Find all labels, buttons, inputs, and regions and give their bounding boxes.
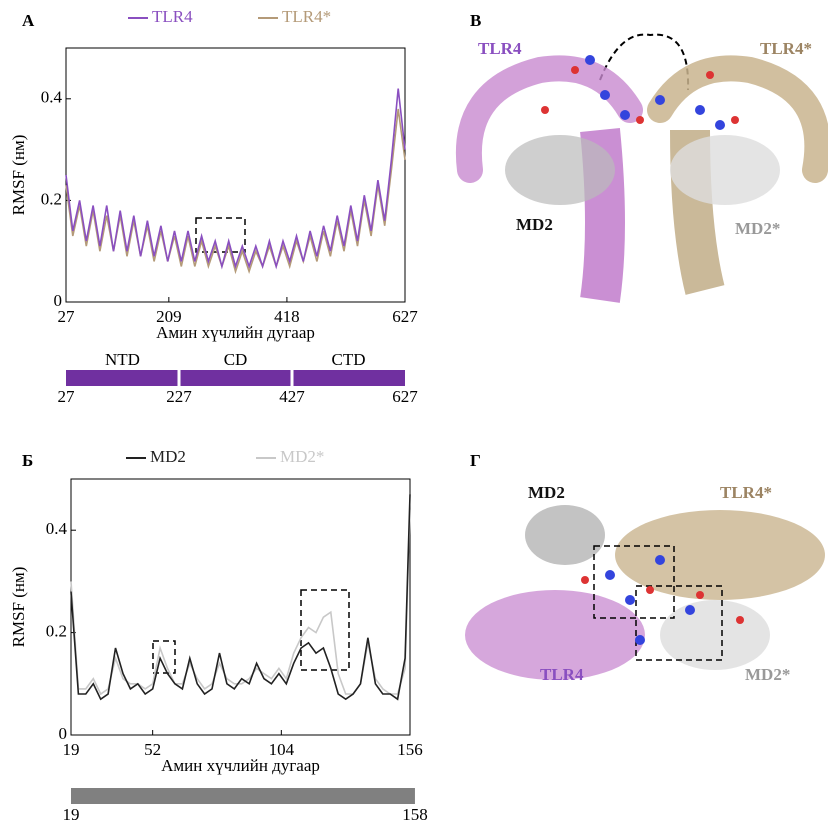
panel-label: Б bbox=[22, 451, 33, 470]
structure-label: MD2* bbox=[745, 665, 790, 684]
panel-label: В bbox=[470, 11, 481, 30]
legend-label: TLR4 bbox=[152, 7, 193, 26]
structure-label: TLR4* bbox=[720, 483, 772, 502]
x-tick-label: 209 bbox=[156, 307, 182, 326]
x-tick-label: 27 bbox=[58, 307, 76, 326]
domain-tick-label: 27 bbox=[58, 387, 76, 406]
x-tick-label: 418 bbox=[274, 307, 300, 326]
x-tick-label: 19 bbox=[63, 740, 80, 759]
structure-label: MD2 bbox=[528, 483, 565, 502]
structure-g bbox=[465, 505, 825, 680]
domain-bar bbox=[180, 370, 291, 386]
domain-label: NTD bbox=[105, 350, 140, 369]
panel-label: А bbox=[22, 11, 35, 30]
domain-bar bbox=[66, 370, 178, 386]
y-tick-label: 0 bbox=[59, 724, 68, 743]
structure-label: TLR4 bbox=[478, 39, 522, 58]
data-line bbox=[70, 509, 411, 696]
y-tick-label: 0.2 bbox=[46, 622, 67, 641]
domain-tick-label: 427 bbox=[279, 387, 305, 406]
structure-label: TLR4 bbox=[540, 665, 584, 684]
y-tick-label: 0 bbox=[54, 291, 63, 310]
x-axis-label: Амин хүчлийн дугаар bbox=[161, 756, 320, 775]
y-axis-label: RMSF (нм) bbox=[9, 135, 28, 216]
y-tick-label: 0.4 bbox=[41, 88, 63, 107]
structure-label: MD2* bbox=[735, 219, 780, 238]
domain-bar bbox=[71, 788, 415, 804]
structure-label: MD2 bbox=[516, 215, 553, 234]
data-line bbox=[65, 108, 406, 275]
domain-bar bbox=[293, 370, 405, 386]
x-tick-label: 627 bbox=[392, 307, 418, 326]
panel-label: Г bbox=[470, 451, 481, 470]
highlight-box bbox=[152, 640, 176, 674]
structure-v bbox=[455, 33, 828, 303]
legend-label: TLR4* bbox=[282, 7, 331, 26]
domain-tick-label: 227 bbox=[166, 387, 192, 406]
legend-label: MD2 bbox=[150, 447, 186, 466]
legend-label: MD2* bbox=[280, 447, 324, 466]
highlight-box bbox=[195, 217, 246, 253]
x-tick-label: 52 bbox=[144, 740, 161, 759]
y-tick-label: 0.4 bbox=[46, 519, 68, 538]
structure-label: TLR4* bbox=[760, 39, 812, 58]
domain-label: CD bbox=[224, 350, 248, 369]
x-axis-label: Амин хүчлийн дугаар bbox=[156, 323, 315, 342]
x-tick-label: 156 bbox=[397, 740, 423, 759]
domain-label: CTD bbox=[332, 350, 366, 369]
data-line bbox=[65, 88, 406, 270]
y-tick-label: 0.2 bbox=[41, 189, 62, 208]
domain-tick-label: 158 bbox=[402, 805, 428, 824]
domain-tick-label: 19 bbox=[63, 805, 80, 824]
x-tick-label: 104 bbox=[269, 740, 295, 759]
data-line bbox=[70, 494, 411, 701]
highlight-box bbox=[300, 589, 350, 671]
plot-frame bbox=[70, 478, 411, 736]
y-axis-label: RMSF (нм) bbox=[9, 567, 28, 648]
domain-tick-label: 627 bbox=[392, 387, 418, 406]
